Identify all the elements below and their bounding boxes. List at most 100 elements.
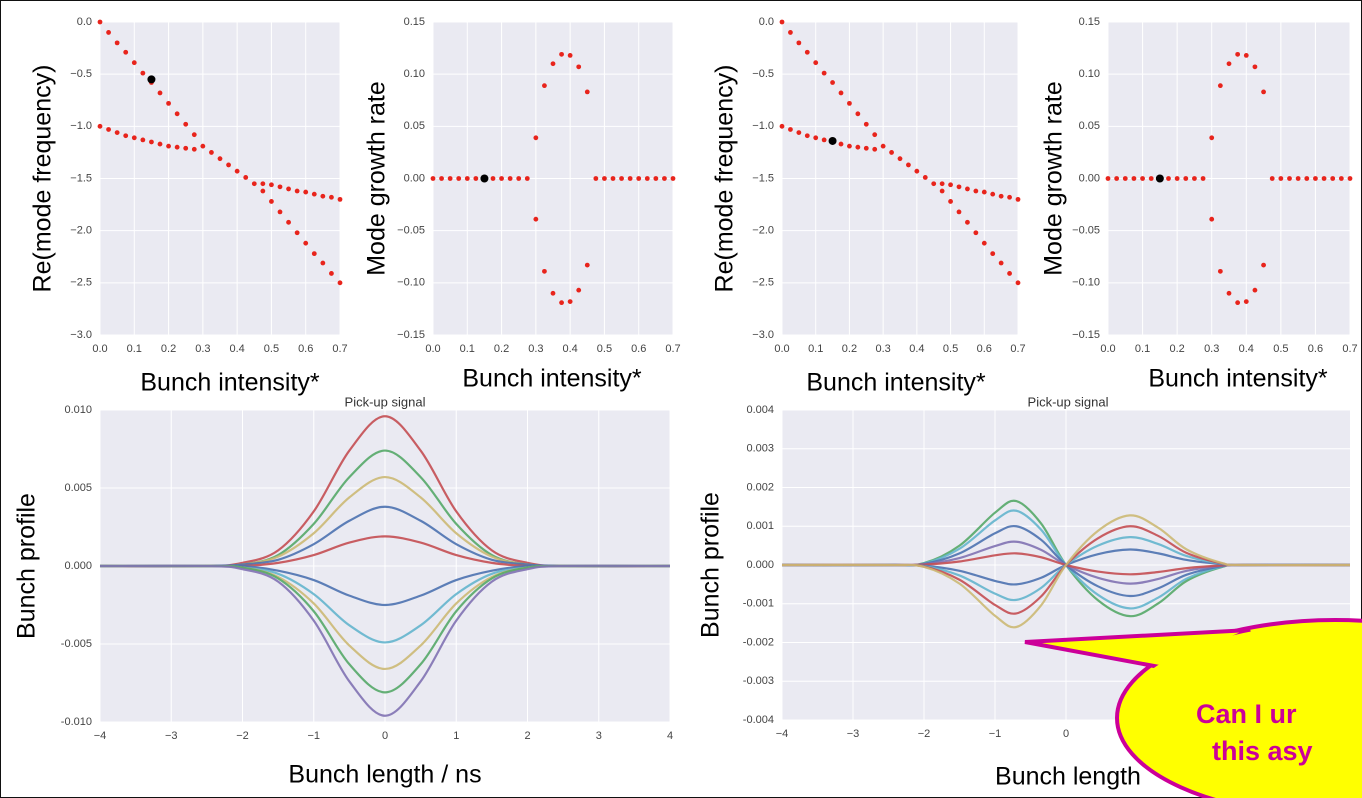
data-point	[320, 260, 326, 266]
y-tick-label: 0.15	[1079, 16, 1100, 28]
x-tick-label: 0.5	[597, 343, 612, 355]
data-point	[243, 175, 249, 180]
signal-curve	[99, 415, 671, 568]
data-point	[948, 199, 953, 204]
data-point	[174, 111, 180, 117]
data-point	[948, 182, 953, 188]
data-point	[269, 182, 274, 188]
x-tick-label: 0.3	[875, 343, 890, 355]
data-point	[939, 181, 945, 187]
data-point	[303, 240, 309, 246]
data-point	[251, 181, 257, 187]
data-point	[533, 135, 539, 141]
data-point	[183, 145, 189, 151]
data-point	[499, 176, 504, 181]
x-tick-label: 0.4	[909, 343, 924, 355]
signal-curve	[99, 564, 671, 694]
data-point	[1243, 299, 1249, 305]
data-point	[320, 193, 326, 199]
callout-text: Can I ur	[1196, 699, 1297, 729]
x-tick-label: 0.4	[562, 343, 577, 355]
data-point	[311, 251, 317, 257]
y-tick-label: 0.05	[1079, 120, 1100, 132]
data-point	[559, 300, 564, 306]
data-point	[838, 141, 844, 147]
x-tick-label: 0.7	[1342, 343, 1357, 355]
data-point	[998, 260, 1004, 266]
data-point	[329, 271, 334, 276]
data-point	[209, 150, 214, 155]
data-point	[1330, 176, 1336, 181]
data-point	[524, 176, 530, 181]
data-point	[1235, 300, 1241, 306]
data-point	[965, 186, 970, 192]
data-point	[998, 193, 1004, 199]
chart: 0.010 0.005 0.000 -0.005 -0.010−4 −3 −2 −1 0 1 2 3 4…	[13, 394, 673, 788]
data-point	[131, 60, 137, 66]
data-point	[329, 194, 334, 200]
y-tick-label: 0.10	[404, 68, 425, 80]
x-tick-label: 0.2	[1169, 343, 1184, 355]
data-point	[140, 70, 146, 76]
x-tick-label: −2	[918, 728, 931, 740]
data-point	[542, 268, 547, 274]
data-point	[1174, 176, 1180, 181]
y-axis-label: Bunch profile	[697, 492, 725, 638]
x-axis-label: Bunch intensity*	[140, 369, 320, 397]
y-tick-label: 0.001	[746, 520, 774, 532]
data-point	[1278, 176, 1284, 181]
data-point	[821, 137, 827, 143]
highlight-point	[828, 136, 837, 145]
y-tick-label: 0.10	[1079, 68, 1100, 80]
data-point	[906, 162, 911, 168]
data-point	[149, 139, 154, 145]
y-tick-label: -0.010	[61, 716, 92, 728]
data-point	[1114, 176, 1120, 181]
data-point	[123, 49, 129, 55]
x-tick-label: 0.1	[1135, 343, 1150, 355]
x-tick-label: 0.2	[842, 343, 857, 355]
x-tick-label: −3	[847, 728, 860, 740]
data-point	[584, 262, 590, 268]
x-tick-label: 1	[453, 730, 459, 742]
data-point	[217, 156, 223, 162]
data-point	[981, 240, 987, 246]
data-point	[294, 188, 300, 194]
data-point	[662, 176, 667, 181]
data-point	[863, 121, 869, 127]
data-point	[855, 144, 861, 150]
data-point	[593, 176, 599, 181]
data-point	[788, 127, 793, 132]
y-tick-label: -0.002	[743, 636, 774, 648]
x-tick-label: −1	[989, 728, 1002, 740]
y-tick-label: -0.001	[743, 598, 774, 610]
data-point	[1015, 196, 1021, 202]
data-point	[956, 209, 962, 215]
chart: 0.15 0.10 0.05 0.00 −0.05 −0.10 −0.150.0 0.1 0.2…	[363, 16, 681, 393]
callout: Can I ur this asy	[1024, 618, 1362, 798]
x-tick-label: 0.6	[977, 343, 992, 355]
data-point	[1261, 262, 1266, 268]
x-tick-label: 0.4	[1239, 343, 1254, 355]
data-point	[559, 51, 564, 57]
x-tick-label: 0.1	[127, 343, 142, 355]
data-point	[106, 127, 111, 132]
data-point	[813, 135, 819, 141]
data-point	[1007, 271, 1012, 276]
data-point	[1192, 176, 1197, 181]
data-point	[507, 176, 513, 181]
data-point	[464, 176, 470, 181]
data-point	[804, 133, 810, 139]
data-point	[1226, 61, 1232, 67]
data-point	[1338, 176, 1344, 181]
data-point	[1261, 89, 1266, 95]
data-point	[191, 146, 197, 152]
data-point	[847, 100, 852, 106]
y-tick-label: −3.0	[752, 329, 774, 341]
data-point	[1166, 176, 1171, 181]
y-tick-label: −0.05	[1072, 225, 1100, 237]
data-point	[303, 189, 309, 195]
data-point	[872, 146, 878, 152]
x-tick-label: −2	[236, 730, 249, 742]
y-axis-label: Re(mode frequency)	[29, 65, 57, 293]
